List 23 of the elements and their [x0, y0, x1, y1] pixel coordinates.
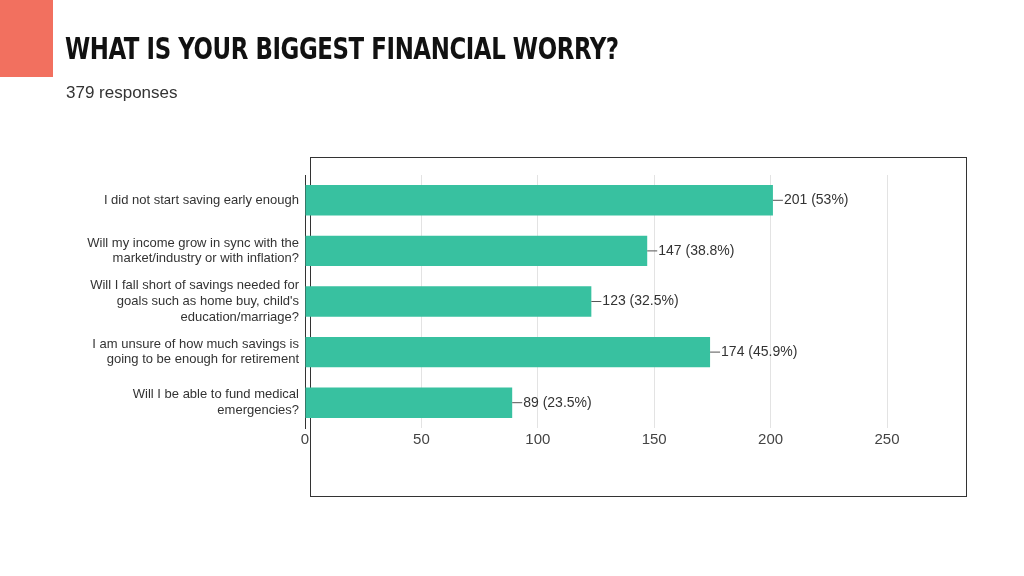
- x-tick-label: 50: [413, 430, 430, 448]
- y-tick-label: Will I fall short of savings needed for goals such as home buy, child's education/marriage?: [90, 277, 300, 324]
- data-label: 174 (45.9%): [721, 342, 798, 359]
- bar: [305, 286, 592, 317]
- y-tick-label: Will I be able to fund medical emergencies?: [132, 386, 300, 418]
- x-tick-label: 0: [300, 430, 310, 448]
- text: 379 responses: [66, 83, 178, 103]
- bar: [305, 387, 513, 418]
- bar: [305, 235, 648, 267]
- data-label: 147 (38.8%): [658, 241, 735, 258]
- data-label: 123 (32.5%): [602, 292, 679, 309]
- x-tick-label: 250: [874, 430, 900, 448]
- x-tick-label: 200: [758, 430, 784, 448]
- bar: [305, 336, 711, 368]
- y-tick-label: Will my income grow in sync with the market/industry or with inflation?: [87, 234, 299, 266]
- x-tick-label: 100: [525, 430, 551, 448]
- data-label: 89 (23.5%): [523, 393, 592, 410]
- y-tick-label: I did not start saving early enough: [103, 191, 299, 207]
- x-tick-label: 150: [641, 430, 667, 448]
- bar: [305, 185, 773, 216]
- y-tick-label: I am unsure of how much savings is going to be enough for retirement: [92, 335, 300, 367]
- chart-title: WHAT IS YOUR BIGGEST FINANCIAL WORRY?: [65, 30, 619, 66]
- data-label: 201 (53%): [783, 191, 849, 208]
